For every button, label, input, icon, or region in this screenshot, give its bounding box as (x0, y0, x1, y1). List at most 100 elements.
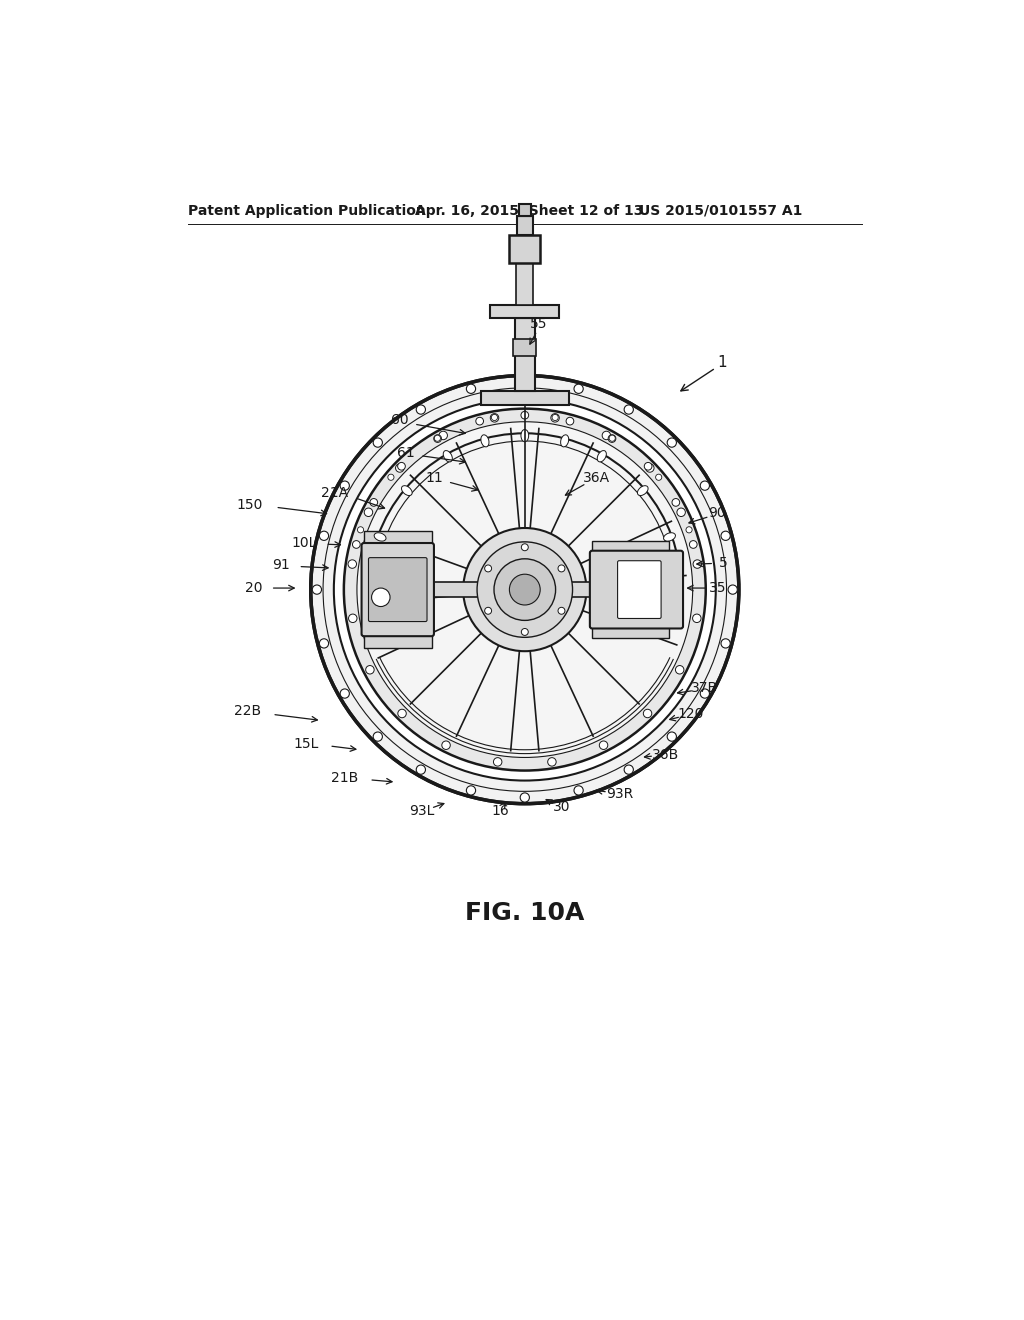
Circle shape (441, 741, 451, 750)
Circle shape (566, 417, 573, 425)
Text: 150: 150 (237, 498, 263, 512)
Circle shape (509, 574, 541, 605)
Circle shape (357, 527, 364, 533)
Circle shape (551, 413, 559, 422)
Circle shape (520, 793, 529, 803)
Text: 30: 30 (553, 800, 570, 813)
FancyBboxPatch shape (364, 634, 432, 648)
Circle shape (319, 531, 329, 540)
Ellipse shape (560, 434, 568, 447)
Circle shape (439, 432, 447, 440)
FancyBboxPatch shape (369, 557, 427, 622)
Text: 36A: 36A (583, 471, 610, 484)
Circle shape (721, 639, 730, 648)
Circle shape (552, 414, 558, 421)
Circle shape (677, 508, 685, 516)
Circle shape (434, 434, 441, 442)
Circle shape (686, 527, 692, 533)
Ellipse shape (521, 429, 528, 442)
Circle shape (366, 665, 374, 675)
FancyBboxPatch shape (513, 339, 537, 356)
Text: 61: 61 (397, 446, 415, 459)
Circle shape (370, 499, 378, 507)
Ellipse shape (597, 450, 606, 462)
Circle shape (416, 766, 425, 775)
Text: 5: 5 (719, 556, 728, 570)
Circle shape (395, 463, 404, 473)
FancyBboxPatch shape (515, 318, 535, 391)
FancyBboxPatch shape (592, 626, 669, 638)
Circle shape (689, 541, 697, 548)
Circle shape (484, 607, 492, 614)
Circle shape (728, 585, 737, 594)
Text: 120: 120 (678, 708, 705, 721)
Circle shape (608, 434, 615, 442)
Circle shape (357, 421, 692, 758)
Circle shape (692, 614, 701, 623)
Text: FIG. 10A: FIG. 10A (465, 902, 585, 925)
Text: 21B: 21B (331, 771, 358, 785)
FancyBboxPatch shape (509, 235, 541, 263)
Circle shape (319, 639, 329, 648)
Circle shape (668, 733, 677, 742)
Circle shape (484, 565, 492, 572)
Ellipse shape (481, 434, 489, 447)
Circle shape (372, 589, 390, 607)
Ellipse shape (374, 533, 386, 541)
FancyBboxPatch shape (364, 532, 432, 545)
Text: 37B: 37B (690, 681, 718, 696)
FancyBboxPatch shape (361, 543, 434, 636)
Circle shape (521, 628, 528, 635)
Circle shape (644, 462, 652, 470)
FancyBboxPatch shape (518, 203, 531, 216)
Circle shape (463, 528, 587, 651)
Circle shape (397, 709, 407, 718)
Circle shape (558, 565, 565, 572)
Text: 11: 11 (426, 471, 443, 484)
Text: 16: 16 (492, 804, 509, 818)
Circle shape (466, 785, 475, 795)
Text: 55: 55 (529, 317, 548, 331)
Circle shape (700, 689, 710, 698)
Circle shape (672, 499, 680, 507)
Text: 20: 20 (245, 581, 262, 595)
Circle shape (574, 384, 584, 393)
Circle shape (348, 614, 357, 623)
Text: Apr. 16, 2015  Sheet 12 of 13: Apr. 16, 2015 Sheet 12 of 13 (416, 203, 644, 218)
Circle shape (310, 376, 739, 804)
FancyBboxPatch shape (592, 541, 669, 553)
Circle shape (397, 462, 406, 470)
Circle shape (334, 399, 716, 780)
Circle shape (476, 417, 483, 425)
FancyBboxPatch shape (590, 550, 683, 628)
Circle shape (348, 560, 356, 569)
Circle shape (602, 432, 610, 440)
Text: 91: 91 (271, 558, 290, 572)
FancyBboxPatch shape (617, 561, 662, 619)
Text: 22B: 22B (234, 705, 261, 718)
Circle shape (494, 758, 502, 766)
Circle shape (340, 689, 349, 698)
Text: 93R: 93R (606, 787, 633, 801)
Text: 36B: 36B (652, 748, 679, 762)
Circle shape (521, 544, 528, 550)
Circle shape (558, 607, 565, 614)
Text: 21A: 21A (322, 486, 348, 500)
Circle shape (466, 384, 475, 393)
FancyBboxPatch shape (517, 216, 532, 235)
Text: 10L: 10L (291, 536, 316, 550)
Circle shape (352, 541, 360, 548)
Text: 90: 90 (709, 506, 726, 520)
Text: 60: 60 (391, 413, 409, 428)
Circle shape (721, 531, 730, 540)
Circle shape (609, 436, 615, 441)
Ellipse shape (638, 486, 648, 495)
Circle shape (416, 405, 425, 414)
Text: 93L: 93L (409, 804, 434, 818)
Text: US 2015/0101557 A1: US 2015/0101557 A1 (639, 203, 802, 218)
Circle shape (625, 405, 634, 414)
Circle shape (548, 758, 556, 766)
Circle shape (477, 541, 572, 638)
FancyBboxPatch shape (375, 582, 675, 597)
FancyBboxPatch shape (516, 263, 534, 305)
